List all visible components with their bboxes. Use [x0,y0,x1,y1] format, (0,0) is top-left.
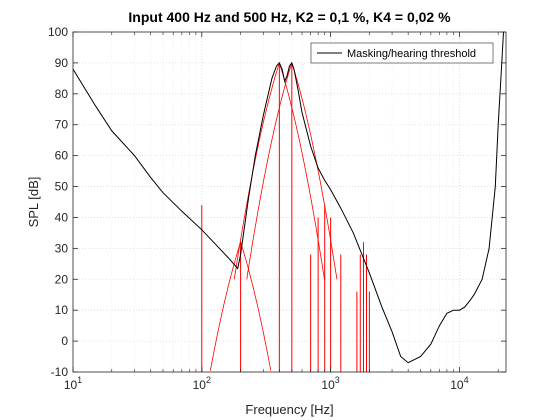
tick-labels: 101 102 103 104 -10 0 10 20 30 40 50 60 70 80 90 100 [48,25,469,392]
x-axis-label: Frequency [Hz] [245,402,333,417]
x-tick-label: 103 [321,375,339,392]
spectral-lines [201,62,370,372]
y-tick-label: 10 [55,303,69,317]
legend: Masking/hearing threshold [310,42,494,64]
y-tick-label: 70 [55,118,69,132]
y-tick-label: 80 [55,87,69,101]
x-tick-label: 104 [450,375,468,392]
y-tick-label: -10 [51,365,69,379]
plot-area [73,32,506,372]
ticks [72,31,506,373]
threshold-series [72,31,504,364]
y-axis-label: SPL [dB] [26,177,41,228]
x-tick-label: 102 [193,375,211,392]
threshold-line [72,31,504,364]
chart-title: Input 400 Hz and 500 Hz, K2 = 0,1 %, K4 … [128,9,451,25]
legend-box [310,42,494,64]
y-tick-label: 40 [55,210,69,224]
legend-label: Masking/hearing threshold [347,48,476,60]
y-tick-label: 20 [55,272,69,286]
x-tick-label: 101 [64,375,82,392]
y-tick-label: 100 [48,25,68,39]
y-tick-label: 0 [61,334,68,348]
plot-frame [72,31,507,373]
y-tick-label: 30 [55,241,69,255]
y-tick-label: 50 [55,180,69,194]
y-tick-label: 90 [55,56,69,70]
y-tick-label: 60 [55,149,69,163]
